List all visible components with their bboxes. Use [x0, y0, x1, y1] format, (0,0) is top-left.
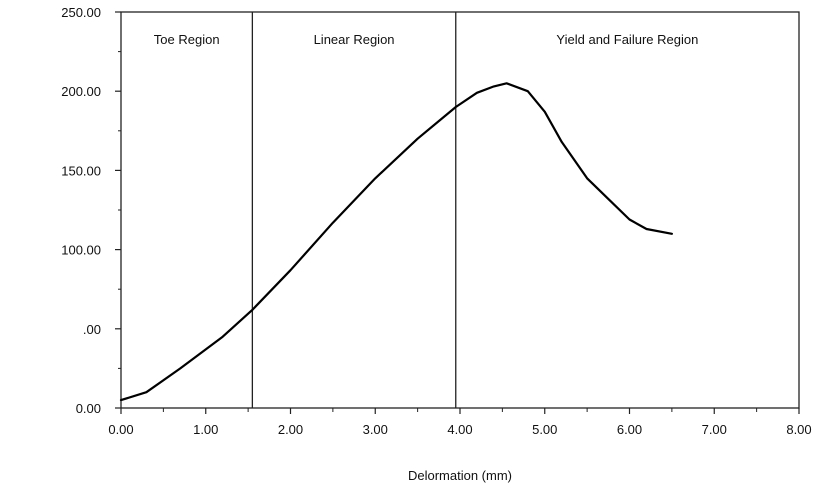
x-tick-label: 2.00 — [278, 422, 303, 437]
x-axis-ticks: 0.00 1.00 2.00 3.00 4.00 5.00 6.00 7.00 8.00 — [108, 408, 812, 437]
x-axis-label: Delormation (mm) — [408, 468, 512, 483]
series-layer — [119, 82, 674, 402]
y-tick-label: .00 — [83, 322, 101, 337]
x-tick-label: 3.00 — [363, 422, 388, 437]
x-tick-label: 1.00 — [193, 422, 218, 437]
y-tick-label: 250.00 — [61, 5, 101, 20]
y-tick-label: 150.00 — [61, 163, 101, 178]
x-tick-label: 4.00 — [447, 422, 472, 437]
region-labels: Toe Region Linear Region Yield and Failure… — [154, 32, 699, 47]
x-tick-label: 5.00 — [532, 422, 557, 437]
plot-area-frame — [120, 11, 800, 409]
x-tick-label: 7.00 — [702, 422, 727, 437]
region-label: Linear Region — [314, 32, 395, 47]
y-tick-label: 200.00 — [61, 84, 101, 99]
series-line — [119, 82, 674, 402]
x-tick-label: 0.00 — [108, 422, 133, 437]
region-label: Toe Region — [154, 32, 220, 47]
region-label: Yield and Failure Region — [556, 32, 698, 47]
y-tick-label: 0.00 — [76, 401, 101, 416]
y-axis-ticks: 0.00 .00 100.00 150.00 200.00 250.00 — [61, 5, 121, 416]
x-tick-label: 6.00 — [617, 422, 642, 437]
x-tick-label: 8.00 — [786, 422, 811, 437]
region-boundaries — [251, 12, 457, 408]
y-tick-label: 100.00 — [61, 243, 101, 258]
